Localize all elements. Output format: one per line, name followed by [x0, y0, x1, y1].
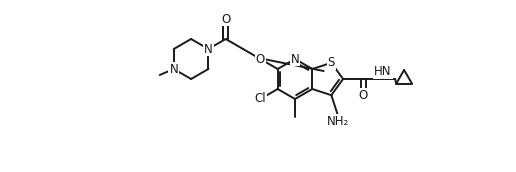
Text: S: S: [328, 56, 335, 69]
Text: Cl: Cl: [254, 93, 266, 105]
Text: HN: HN: [374, 65, 392, 78]
Text: O: O: [359, 89, 368, 101]
Text: N: N: [169, 62, 178, 76]
Text: N: N: [204, 42, 213, 56]
Text: O: O: [221, 13, 230, 25]
Text: NH₂: NH₂: [327, 115, 349, 128]
Text: N: N: [291, 52, 299, 66]
Text: O: O: [256, 52, 265, 66]
